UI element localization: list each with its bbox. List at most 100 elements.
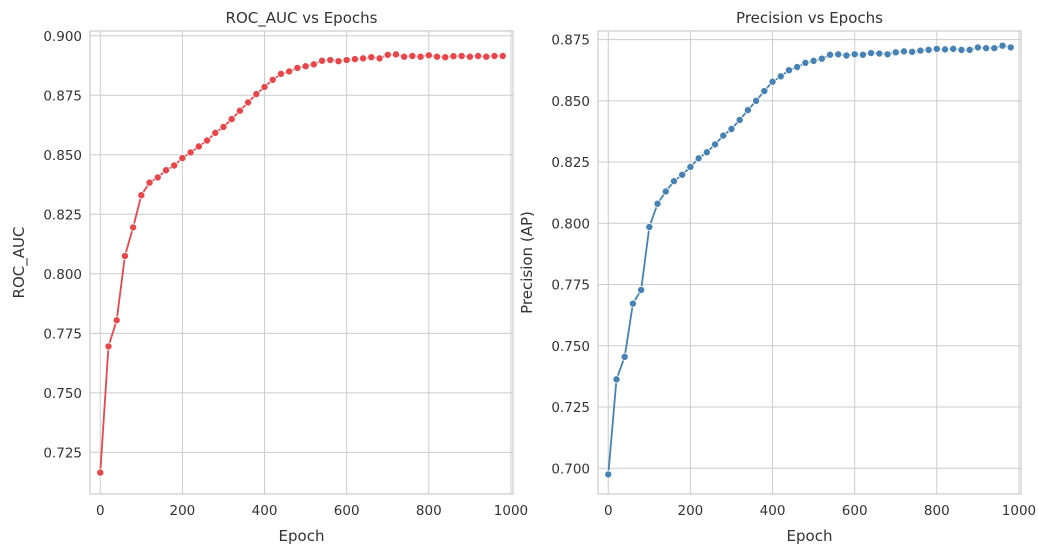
data-point — [908, 47, 917, 56]
data-point — [400, 52, 409, 61]
x-tick-label: 600 — [334, 503, 360, 519]
data-point — [620, 352, 629, 361]
precision-chart: Precision vs Epochs Epoch Precision (AP)… — [518, 9, 1036, 545]
data-point — [170, 161, 179, 170]
data-point — [653, 199, 662, 208]
data-point — [899, 47, 908, 56]
data-point — [276, 69, 285, 78]
data-point — [211, 128, 220, 137]
data-point — [137, 191, 146, 200]
y-tick-label: 0.725 — [43, 445, 82, 461]
data-point — [301, 62, 310, 71]
data-point — [949, 44, 958, 53]
data-point — [826, 50, 835, 59]
x-axis-label: Epoch — [279, 527, 325, 545]
x-tick-label: 0 — [96, 503, 105, 519]
data-point — [669, 177, 678, 186]
y-axis-label: Precision (AP) — [518, 211, 536, 314]
data-point — [465, 52, 474, 61]
y-tick-label: 0.875 — [43, 88, 82, 104]
data-point — [342, 56, 351, 65]
data-point — [268, 75, 277, 84]
data-point — [719, 131, 728, 140]
x-tick-label: 200 — [170, 503, 196, 519]
data-point — [285, 67, 294, 76]
data-point — [482, 52, 491, 61]
data-point — [957, 45, 966, 54]
plot-frame — [597, 30, 1022, 495]
data-point — [678, 170, 687, 179]
data-point — [982, 44, 991, 53]
data-point — [252, 90, 261, 99]
gridlines — [598, 31, 1021, 494]
data-point — [604, 470, 613, 479]
data-point — [235, 106, 244, 115]
data-point — [628, 299, 637, 308]
data-point — [441, 53, 450, 62]
data-point — [350, 55, 359, 64]
data-point — [104, 342, 113, 351]
series-line — [607, 44, 1011, 475]
data-point — [178, 154, 187, 163]
y-tick-label: 0.775 — [43, 326, 82, 342]
data-point — [186, 148, 195, 157]
data-point — [433, 52, 442, 61]
y-tick-label: 0.850 — [551, 94, 590, 110]
plot-frame — [89, 30, 514, 495]
y-tick-label: 0.725 — [551, 400, 590, 416]
data-point — [694, 154, 703, 163]
data-point — [842, 51, 851, 60]
data-point — [334, 57, 343, 66]
x-tick-label: 800 — [924, 503, 950, 519]
data-point — [686, 162, 695, 171]
data-point — [424, 51, 433, 60]
y-tick-label: 0.750 — [551, 339, 590, 355]
data-point — [457, 51, 466, 60]
data-point — [776, 72, 785, 81]
data-point — [612, 375, 621, 384]
chart-title: ROC_AUC vs Epochs — [226, 9, 378, 28]
data-point — [498, 51, 507, 60]
data-point — [973, 43, 982, 52]
x-tick-label: 400 — [760, 503, 786, 519]
data-point — [858, 50, 867, 59]
data-point — [408, 51, 417, 60]
data-point — [219, 122, 228, 131]
data-point — [112, 316, 121, 325]
data-point — [817, 54, 826, 63]
data-point — [318, 56, 327, 65]
x-tick-label: 200 — [678, 503, 704, 519]
data-point — [801, 58, 810, 67]
data-point — [998, 41, 1007, 50]
data-point — [793, 63, 802, 72]
data-point — [883, 50, 892, 59]
y-tick-label: 0.775 — [551, 278, 590, 294]
data-point — [916, 46, 925, 55]
data-point — [891, 48, 900, 57]
data-point — [244, 98, 253, 107]
chart-title: Precision vs Epochs — [736, 9, 883, 27]
data-point — [96, 468, 105, 477]
y-tick-label: 0.700 — [551, 461, 590, 477]
data-point — [120, 251, 129, 260]
x-tick-label: 400 — [252, 503, 278, 519]
data-point — [834, 50, 843, 59]
data-point — [367, 53, 376, 62]
y-tick-label: 0.825 — [43, 207, 82, 223]
data-point — [153, 173, 162, 182]
data-point — [416, 52, 425, 61]
data-point — [490, 51, 499, 60]
data-point — [711, 140, 720, 149]
y-tick-label: 0.825 — [551, 155, 590, 171]
data-point — [129, 223, 138, 232]
x-tick-label: 1000 — [494, 503, 528, 519]
data-point — [768, 77, 777, 86]
data-point — [326, 56, 335, 65]
x-tick-label: 600 — [842, 503, 868, 519]
data-point — [474, 51, 483, 60]
data-point — [809, 56, 818, 65]
y-tick-label: 0.875 — [551, 33, 590, 49]
data-point — [965, 45, 974, 54]
data-point — [735, 115, 744, 124]
